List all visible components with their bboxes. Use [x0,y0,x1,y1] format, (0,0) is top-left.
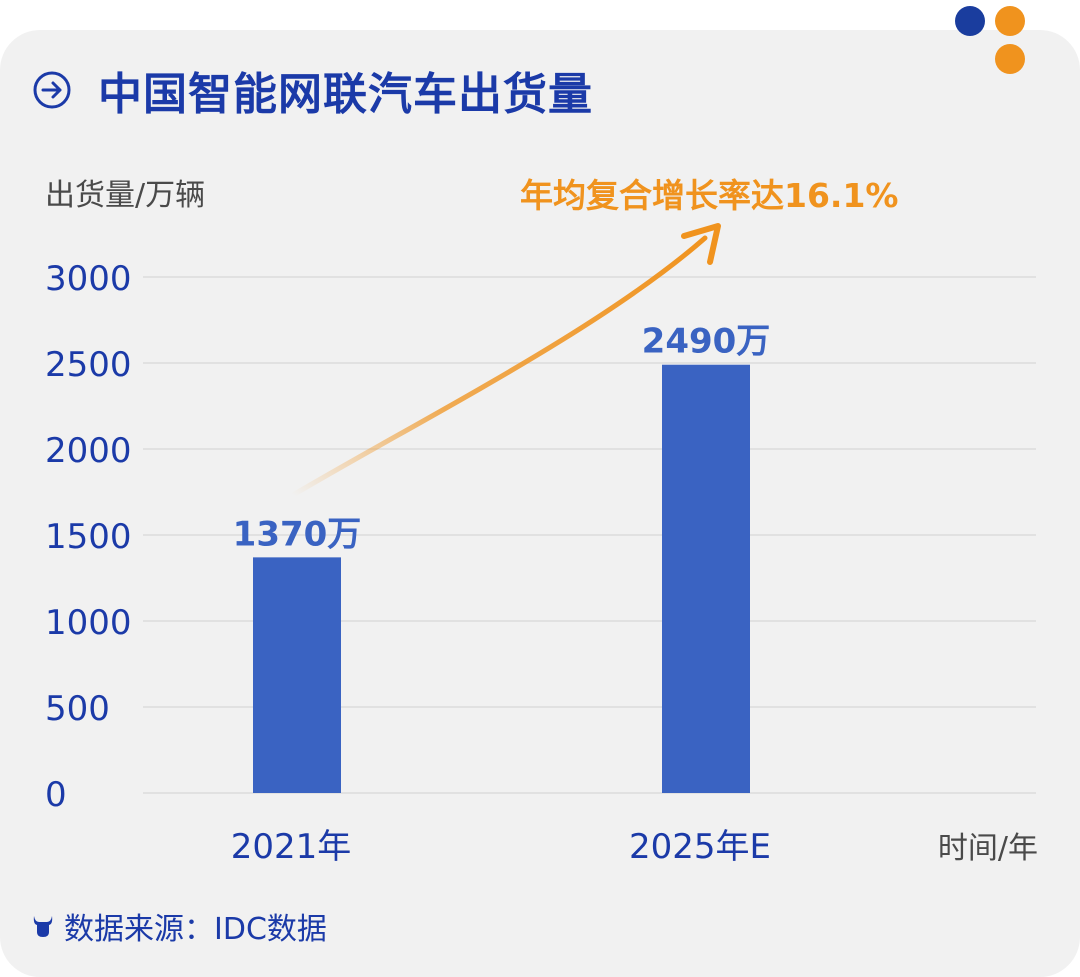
data-label: 2490万 [642,322,771,362]
growth-arrow [290,235,708,498]
y-tick-label: 3000 [45,259,132,299]
y-axis-label: 出货量/万辆 [45,178,205,213]
x-tick-label: 2025年E [629,827,771,867]
decor-dot-orange-top [995,6,1025,36]
bar-2 [662,364,750,793]
y-tick-label: 1000 [45,603,132,643]
decor-dot-blue [955,6,985,36]
data-source: 数据来源：IDC数据 [64,912,327,947]
data-labels: 1370万 2490万 [233,322,771,555]
title-row: 中国智能网联汽车出货量 [32,58,593,122]
y-tick-label: 0 [45,775,67,815]
growth-arrow-head [681,223,721,265]
chart-title: 中国智能网联汽车出货量 [98,69,593,120]
x-axis-label: 时间/年 [938,831,1038,866]
bar-1 [253,557,341,793]
chart-card [0,30,1080,977]
y-tick-labels: 0 500 1000 1500 2000 2500 3000 [45,259,132,815]
x-tick-label: 2021年 [231,827,352,867]
gridlines [143,276,1036,794]
footer: 数据来源：IDC数据 [32,904,327,948]
y-tick-label: 500 [45,689,110,729]
data-label: 1370万 [233,514,362,554]
y-tick-label: 2500 [45,345,132,385]
bull-icon [33,916,53,937]
arrow-right-circle-icon [33,71,71,109]
bars [253,364,750,793]
decor-dot-orange-bottom [995,44,1025,74]
y-tick-label: 1500 [45,517,132,557]
y-tick-label: 2000 [45,431,132,471]
cagr-annotation: 年均复合增长率达16.1% [520,176,899,215]
x-tick-labels: 2021年 2025年E [231,827,771,867]
